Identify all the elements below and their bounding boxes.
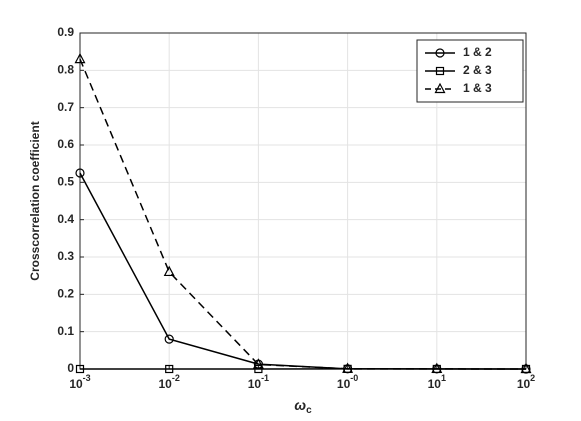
x-tick-label-base: 10 (69, 377, 83, 391)
x-tick-label-exponent: -2 (172, 373, 180, 383)
marker (75, 168, 85, 178)
y-axis-label: Crosscorrelation coefficient (28, 121, 42, 280)
y-tick-label: 0.8 (57, 63, 74, 77)
x-tick-label-base: 10 (517, 377, 531, 391)
marker (164, 334, 174, 344)
x-tick-label-exponent: -3 (83, 373, 91, 383)
y-tick-label: 0 (67, 361, 74, 375)
y-tick-label: 0.9 (57, 25, 74, 39)
x-tick-label: 102 (517, 373, 535, 391)
marker (520, 362, 532, 374)
x-tick-label-base: 10 (248, 377, 262, 391)
marker (431, 362, 443, 374)
y-tick-label: 0.5 (57, 175, 74, 189)
marker (434, 82, 446, 94)
marker (252, 358, 264, 369)
x-axis-label-subscript: c (306, 405, 312, 416)
y-tick-label: 0.1 (57, 324, 74, 338)
x-tick-label-base: 10 (337, 377, 351, 391)
x-tick-label: 101 (428, 373, 446, 391)
legend-label: 1 & 3 (463, 81, 492, 95)
legend-label: 2 & 3 (463, 63, 492, 77)
y-tick-label: 0.6 (57, 137, 74, 151)
marker (435, 66, 445, 76)
x-axis-label-main: ω (294, 397, 306, 413)
marker (435, 48, 445, 58)
x-tick-label: 10-3 (69, 373, 90, 391)
y-tick-label: 0.7 (57, 100, 74, 114)
y-tick-label: 0.4 (57, 212, 74, 226)
legend: 1 & 2 2 & 3 1 & 3 (416, 39, 524, 103)
y-tick-label: 0.2 (57, 287, 74, 301)
marker (75, 364, 85, 374)
x-axis-label: ωc (294, 397, 312, 416)
marker (342, 362, 354, 373)
marker (254, 364, 263, 374)
marker (165, 364, 174, 374)
x-tick-label-exponent: -1 (261, 373, 269, 383)
x-tick-label-base: 10 (428, 377, 442, 391)
x-tick-label: 10-1 (248, 373, 269, 391)
marker (163, 265, 175, 277)
legend-label: 1 & 2 (463, 45, 492, 59)
series-line (79, 58, 527, 370)
x-tick-label-exponent: -0 (350, 373, 358, 383)
x-tick-label: 10-0 (337, 373, 358, 391)
x-tick-label-exponent: 1 (441, 373, 446, 383)
x-tick-label-base: 10 (159, 377, 173, 391)
marker (74, 52, 86, 64)
y-tick-label: 0.3 (57, 249, 74, 263)
x-tick-label: 10-2 (159, 373, 180, 391)
x-tick-label-exponent: 2 (530, 373, 535, 383)
